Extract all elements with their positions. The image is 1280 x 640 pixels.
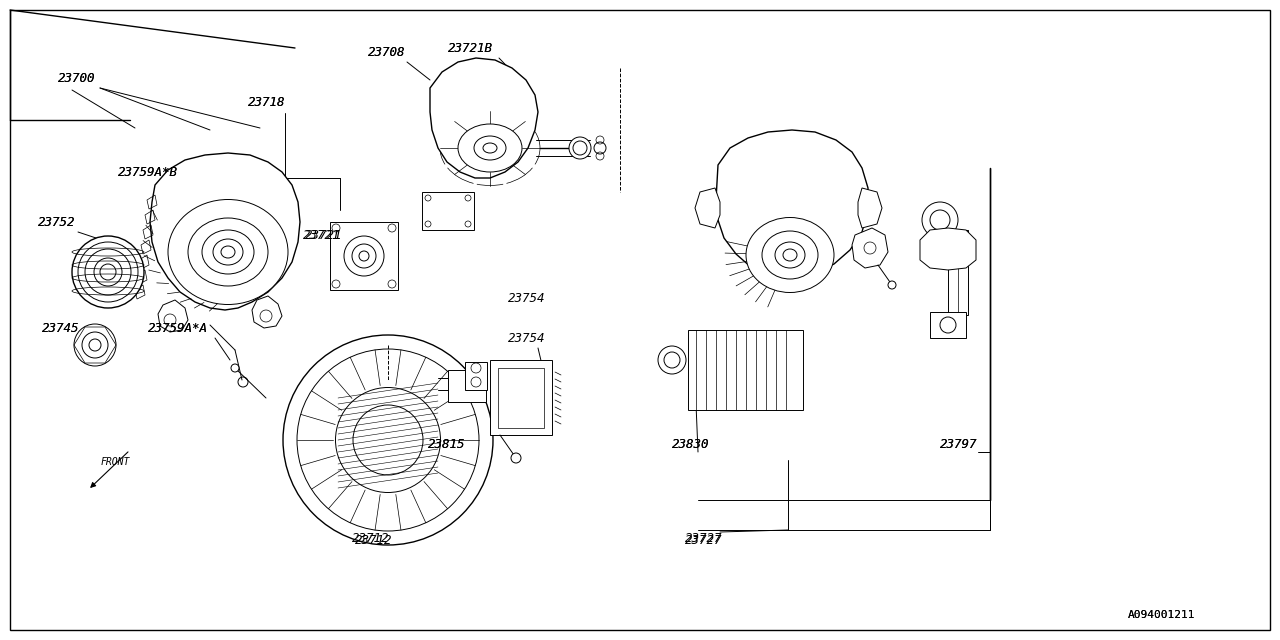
Polygon shape xyxy=(920,228,977,270)
Text: 23712: 23712 xyxy=(355,534,393,547)
Text: 23830: 23830 xyxy=(672,438,709,451)
Text: 23759A*B: 23759A*B xyxy=(118,166,178,179)
Text: 23727: 23727 xyxy=(685,531,722,545)
Ellipse shape xyxy=(458,124,522,172)
Text: 23754: 23754 xyxy=(508,291,545,305)
Ellipse shape xyxy=(344,236,384,276)
Text: 23721B: 23721B xyxy=(448,42,493,54)
Polygon shape xyxy=(150,153,300,310)
Ellipse shape xyxy=(283,335,493,545)
Text: A094001211: A094001211 xyxy=(1128,610,1196,620)
Circle shape xyxy=(922,202,957,238)
Bar xyxy=(498,368,544,428)
Text: 23752: 23752 xyxy=(38,216,76,228)
Text: 23721: 23721 xyxy=(303,228,340,241)
Text: 23708: 23708 xyxy=(369,45,406,58)
Circle shape xyxy=(594,142,605,154)
Polygon shape xyxy=(852,228,888,268)
Polygon shape xyxy=(252,296,282,328)
Ellipse shape xyxy=(72,236,145,308)
Circle shape xyxy=(658,346,686,374)
Text: 23708: 23708 xyxy=(369,45,406,58)
Ellipse shape xyxy=(297,349,479,531)
Text: 23815: 23815 xyxy=(428,438,466,451)
Ellipse shape xyxy=(188,218,268,286)
Circle shape xyxy=(928,236,952,260)
Bar xyxy=(448,370,486,402)
Bar xyxy=(931,312,966,338)
Text: A094001211: A094001211 xyxy=(1128,610,1196,620)
Text: 23815: 23815 xyxy=(428,438,466,451)
Text: 23700: 23700 xyxy=(58,72,96,84)
Circle shape xyxy=(511,453,521,463)
Text: 23754: 23754 xyxy=(508,332,545,344)
Text: 23797: 23797 xyxy=(940,438,978,451)
Ellipse shape xyxy=(746,218,835,292)
Text: 23759A*A: 23759A*A xyxy=(148,321,209,335)
Text: 23759A*A: 23759A*A xyxy=(148,321,209,335)
Bar xyxy=(465,362,486,390)
Text: 23721B: 23721B xyxy=(448,42,493,54)
Text: 23700: 23700 xyxy=(58,72,96,84)
Text: 23712: 23712 xyxy=(352,531,389,545)
Polygon shape xyxy=(716,130,868,278)
Bar xyxy=(948,230,968,315)
Ellipse shape xyxy=(168,200,288,305)
Text: FRONT: FRONT xyxy=(100,457,129,467)
Circle shape xyxy=(940,317,956,333)
Ellipse shape xyxy=(74,324,116,366)
Text: 23752: 23752 xyxy=(38,216,76,228)
Polygon shape xyxy=(858,188,882,228)
Ellipse shape xyxy=(762,231,818,279)
Polygon shape xyxy=(430,58,538,178)
Text: 23721: 23721 xyxy=(305,228,343,241)
Bar xyxy=(330,222,398,290)
Text: 23830: 23830 xyxy=(672,438,709,451)
Text: 23797: 23797 xyxy=(940,438,978,451)
Polygon shape xyxy=(695,188,721,228)
Text: 23759A*B: 23759A*B xyxy=(118,166,178,179)
Circle shape xyxy=(230,364,239,372)
Bar xyxy=(490,360,552,435)
Text: 23727: 23727 xyxy=(685,534,722,547)
Text: 23745: 23745 xyxy=(42,321,79,335)
Bar xyxy=(422,192,474,230)
Text: 23718: 23718 xyxy=(248,95,285,109)
Polygon shape xyxy=(157,300,188,332)
Bar xyxy=(689,330,803,410)
Circle shape xyxy=(888,281,896,289)
Text: 23718: 23718 xyxy=(248,95,285,109)
Ellipse shape xyxy=(570,137,591,159)
Text: 23745: 23745 xyxy=(42,321,79,335)
Ellipse shape xyxy=(335,387,440,493)
